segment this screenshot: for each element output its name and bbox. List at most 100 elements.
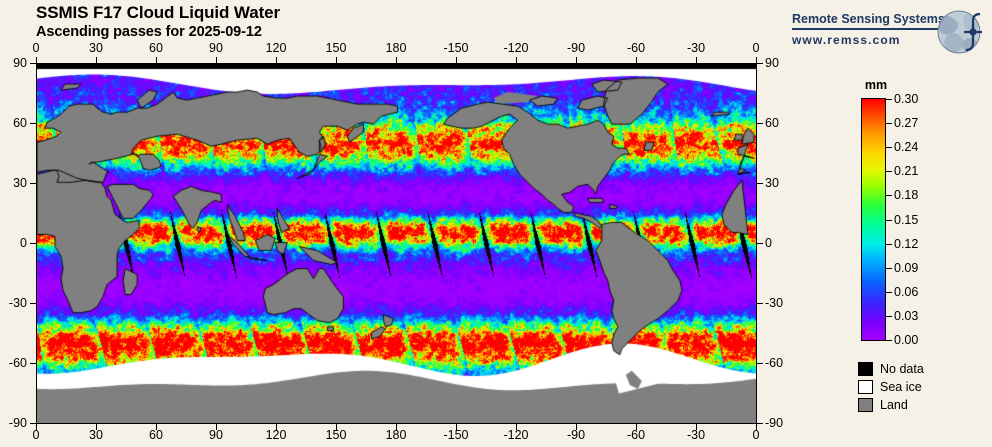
x-tick-mark [36, 57, 37, 63]
x-tick-label: 0 [752, 41, 760, 55]
x-tick-label: -30 [686, 428, 706, 442]
logo-website-url: www.remss.com [792, 33, 901, 47]
legend-item-land: Land [858, 396, 924, 414]
y-tick-mark [757, 123, 763, 124]
y-tick-label: -60 [765, 356, 784, 370]
x-tick-mark [96, 57, 97, 63]
sea-ice-swatch [858, 380, 873, 394]
y-tick-label: 0 [765, 236, 772, 250]
x-tick-mark [576, 424, 577, 430]
y-tick-mark [30, 423, 36, 424]
x-tick-mark [456, 57, 457, 63]
colorbar-tick-label: 0.06 [894, 284, 919, 299]
x-tick-mark [156, 57, 157, 63]
y-tick-label: 30 [765, 176, 779, 190]
x-tick-label: -150 [443, 41, 469, 55]
y-tick-label: -30 [765, 296, 784, 310]
x-tick-label: 0 [752, 428, 760, 442]
colorbar-tick-label: 0.21 [894, 164, 919, 179]
no-data-swatch [858, 362, 873, 376]
map-plot-area[interactable] [36, 63, 757, 424]
legend-item-no-data: No data [858, 360, 924, 378]
y-tick-mark [30, 243, 36, 244]
x-tick-label: 150 [325, 428, 347, 442]
x-tick-mark [216, 424, 217, 430]
y-tick-mark [757, 303, 763, 304]
land-swatch [858, 398, 873, 412]
colorbar-gradient [861, 98, 886, 341]
x-tick-label: 0 [32, 428, 40, 442]
x-tick-mark [756, 424, 757, 430]
colorbar-tick-mark [886, 195, 892, 197]
colorbar-tick-mark [886, 219, 892, 221]
y-tick-label: 30 [13, 176, 27, 190]
legend-label: No data [880, 362, 924, 376]
x-tick-label: -90 [566, 428, 586, 442]
colorbar-tick-label: 0.12 [894, 236, 919, 251]
x-tick-mark [696, 57, 697, 63]
globe-satellite-icon [937, 10, 982, 54]
colorbar-tick-mark [886, 171, 892, 173]
colorbar-tick-mark [886, 147, 892, 149]
x-tick-mark [636, 57, 637, 63]
x-tick-mark [576, 57, 577, 63]
y-tick-label: -30 [8, 296, 27, 310]
cloud-liquid-water-map [37, 64, 756, 423]
remss-logo[interactable]: Remote Sensing Systems www.remss.com [792, 8, 988, 58]
colorbar-tick-mark [886, 99, 892, 100]
colorbar-tick-label: 0.24 [894, 140, 919, 155]
x-tick-label: -90 [566, 41, 586, 55]
y-tick-label: -90 [8, 416, 27, 430]
x-tick-mark [636, 424, 637, 430]
y-tick-label: 0 [20, 236, 27, 250]
page-subtitle: Ascending passes for 2025-09-12 [36, 24, 262, 41]
y-tick-mark [757, 363, 763, 364]
colorbar-unit-label: mm [864, 78, 888, 92]
y-tick-mark [30, 363, 36, 364]
y-tick-label: -90 [765, 416, 784, 430]
x-tick-label: 150 [325, 41, 347, 55]
legend-label: Land [880, 398, 908, 412]
logo-company-name: Remote Sensing Systems [792, 12, 945, 26]
y-tick-mark [757, 63, 763, 64]
y-tick-mark [757, 243, 763, 244]
x-tick-mark [756, 57, 757, 63]
colorbar-tick-label: 0.30 [894, 92, 919, 106]
x-tick-mark [216, 57, 217, 63]
y-tick-mark [30, 123, 36, 124]
x-tick-label: 180 [385, 428, 407, 442]
x-tick-label: 60 [149, 41, 163, 55]
x-tick-label: 60 [149, 428, 163, 442]
y-tick-mark [30, 303, 36, 304]
colorbar-tick-label: 0.18 [894, 188, 919, 203]
title-block: SSMIS F17 Cloud Liquid Water Ascending p… [36, 3, 280, 40]
x-tick-mark [336, 424, 337, 430]
legend-label: Sea ice [880, 380, 922, 394]
y-tick-mark [30, 183, 36, 184]
map-legend: No data Sea ice Land [858, 360, 924, 414]
x-tick-label: 120 [265, 428, 287, 442]
colorbar-tick-mark [886, 267, 892, 269]
x-tick-mark [396, 424, 397, 430]
colorbar-tick-label: 0.03 [894, 308, 919, 323]
x-tick-label: 180 [385, 41, 407, 55]
x-tick-mark [96, 424, 97, 430]
x-tick-label: 120 [265, 41, 287, 55]
x-tick-label: 30 [89, 41, 103, 55]
logo-text-block: Remote Sensing Systems www.remss.com [792, 12, 945, 47]
x-tick-mark [396, 57, 397, 63]
x-tick-label: -150 [443, 428, 469, 442]
colorbar-tick-label: 0.15 [894, 212, 919, 227]
page-title: SSMIS F17 Cloud Liquid Water [36, 3, 281, 22]
legend-item-sea-ice: Sea ice [858, 378, 924, 396]
x-tick-label: -120 [503, 428, 529, 442]
x-tick-label: -120 [503, 41, 529, 55]
x-tick-mark [516, 57, 517, 63]
y-tick-mark [757, 423, 763, 424]
colorbar-tick-label: 0.00 [894, 333, 919, 347]
y-tick-label: 60 [765, 116, 779, 130]
x-tick-label: 90 [209, 41, 223, 55]
x-tick-mark [276, 424, 277, 430]
y-tick-label: 60 [13, 116, 27, 130]
x-tick-label: 30 [89, 428, 103, 442]
